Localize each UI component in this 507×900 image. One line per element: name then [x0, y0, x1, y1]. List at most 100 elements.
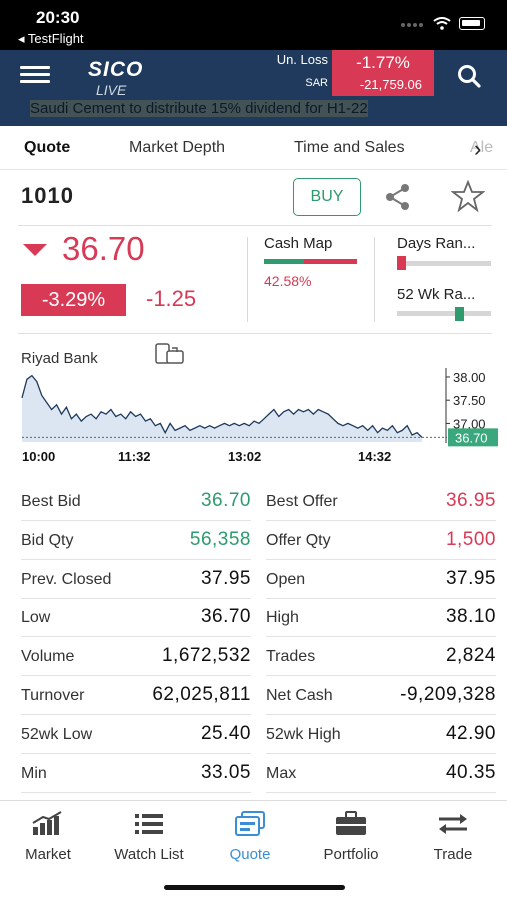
back-to-testflight[interactable]: ◂ TestFlight [18, 31, 84, 46]
stat-value: 36.95 [445, 490, 496, 511]
stat-value: 40.35 [445, 761, 496, 783]
stats-cell: Open 37.95 [266, 561, 496, 599]
down-arrow-icon [23, 244, 47, 256]
stat-value: 2,824 [445, 645, 496, 667]
stat-label: Best Offer [266, 493, 338, 510]
52wk-range-label: 52 Wk Ra... [397, 286, 476, 303]
nav-portfolio[interactable]: Portfolio [301, 811, 401, 863]
unrealized-value: -21,759.06 [359, 77, 422, 92]
stat-value: -9,209,328 [400, 684, 496, 705]
stats-row: Volume 1,672,532 Trades 2,824 [0, 638, 507, 677]
stat-label: Low [21, 609, 51, 627]
quote-card-icon [235, 811, 265, 836]
nav-trade[interactable]: Trade [403, 811, 503, 863]
x-tick-label: 10:00 [22, 449, 55, 464]
quote-tabs: Quote Market Depth Time and Sales Ale › [0, 126, 507, 170]
bar-chart-icon [32, 811, 62, 835]
menu-icon[interactable] [20, 66, 50, 84]
status-time: 20:30 [36, 8, 80, 27]
search-icon[interactable] [456, 63, 482, 89]
stat-value: 25.40 [200, 722, 251, 744]
days-range-marker [397, 256, 406, 270]
current-price-tag [448, 428, 498, 447]
bottom-nav: Market Watch List Quote Portfolio Trade [0, 800, 507, 900]
share-icon[interactable] [383, 182, 413, 212]
nav-quote[interactable]: Quote [200, 811, 300, 863]
stat-value: 42.90 [445, 722, 496, 744]
stats-cell: Prev. Closed 37.95 [21, 561, 251, 599]
stats-cell: Offer Qty 1,500 [266, 522, 496, 560]
stats-cell: 52wk Low 25.40 [21, 716, 251, 754]
current-price-label: 36.70 [455, 430, 488, 445]
y-tick-label: 37.50 [453, 393, 486, 408]
status-bar: 20:30 ◂ TestFlight [0, 0, 507, 50]
stat-label: Net Cash [266, 687, 333, 704]
stat-label: 52wk Low [21, 725, 93, 743]
cash-map-pct: 42.58% [264, 273, 312, 289]
symbol-code: 1010 [21, 183, 74, 208]
tab-alerts[interactable]: Ale [470, 139, 494, 156]
list-icon [135, 814, 163, 834]
unrealized-loss-box[interactable]: -1.77% -21,759.06 [332, 50, 434, 96]
stat-value: 33.05 [200, 761, 251, 783]
tab-market-depth[interactable]: Market Depth [129, 139, 226, 156]
stat-label: Volume [21, 648, 75, 666]
unrealized-loss-label: Un. Loss SAR [256, 52, 328, 89]
stat-label: Prev. Closed [21, 570, 112, 588]
stats-row: Low 36.70 High 38.10 [0, 599, 507, 638]
chart-area [22, 375, 422, 442]
stat-value: 1,672,532 [161, 645, 251, 667]
chevron-right-icon[interactable]: › [474, 136, 482, 161]
stat-value: 36.70 [200, 606, 251, 628]
stats-cell: 52wk High 42.90 [266, 716, 496, 754]
stats-row: Prev. Closed 37.95 Open 37.95 [0, 561, 507, 599]
stats-cell: Best Bid 36.70 [21, 483, 251, 521]
stat-value: 62,025,811 [152, 684, 251, 705]
cash-map-label: Cash Map [264, 235, 333, 252]
stat-value: 56,358 [189, 528, 251, 550]
stats-cell: Bid Qty 56,358 [21, 522, 251, 560]
change-pct-badge: -3.29% [21, 284, 126, 316]
stat-label: Turnover [21, 687, 85, 704]
stat-label: Bid Qty [21, 531, 74, 549]
battery-icon [459, 16, 485, 30]
stat-value: 37.95 [200, 567, 251, 589]
x-tick-label: 11:32 [118, 449, 151, 464]
change-value: -1.25 [146, 286, 197, 311]
stats-cell: Low 36.70 [21, 599, 251, 638]
stats-row: Turnover 62,025,811 Net Cash -9,209,328 [0, 677, 507, 715]
52wk-range-track [397, 311, 491, 316]
tab-time-and-sales[interactable]: Time and Sales [294, 139, 405, 156]
stats-cell: Net Cash -9,209,328 [266, 677, 496, 715]
cash-map-bar [264, 259, 357, 264]
days-range-label: Days Ran... [397, 235, 476, 252]
stats-cell: Best Offer 36.95 [266, 483, 496, 521]
fullscreen-chart-icon[interactable] [155, 343, 185, 365]
nav-watch-list[interactable]: Watch List [99, 811, 199, 863]
tab-quote[interactable]: Quote [24, 139, 71, 156]
stat-label: Trades [266, 648, 316, 666]
stat-label: Min [21, 764, 47, 782]
stats-row: Best Bid 36.70 Best Offer 36.95 [0, 483, 507, 521]
stat-label: Best Bid [21, 493, 81, 510]
stat-label: Open [266, 570, 306, 588]
stat-label: Max [266, 764, 297, 782]
stat-value: 1,500 [445, 528, 496, 550]
days-range-track [397, 261, 491, 266]
stats-cell: Volume 1,672,532 [21, 638, 251, 677]
signal-icon [401, 14, 425, 32]
stats-cell: Max 40.35 [266, 755, 496, 793]
stat-value: 36.70 [200, 490, 251, 511]
stats-cell: Trades 2,824 [266, 638, 496, 677]
buy-button[interactable]: BUY [293, 178, 361, 216]
company-name: Riyad Bank [21, 350, 98, 367]
news-ticker[interactable]: Saudi Cement to distribute 15% dividend … [30, 100, 368, 117]
stats-row: Bid Qty 56,358 Offer Qty 1,500 [0, 522, 507, 560]
home-indicator [164, 885, 345, 890]
swap-arrows-icon [439, 814, 467, 834]
star-icon[interactable] [451, 180, 485, 212]
stat-value: 38.10 [445, 606, 496, 628]
stats-cell: High 38.10 [266, 599, 496, 638]
nav-market[interactable]: Market [0, 811, 98, 863]
